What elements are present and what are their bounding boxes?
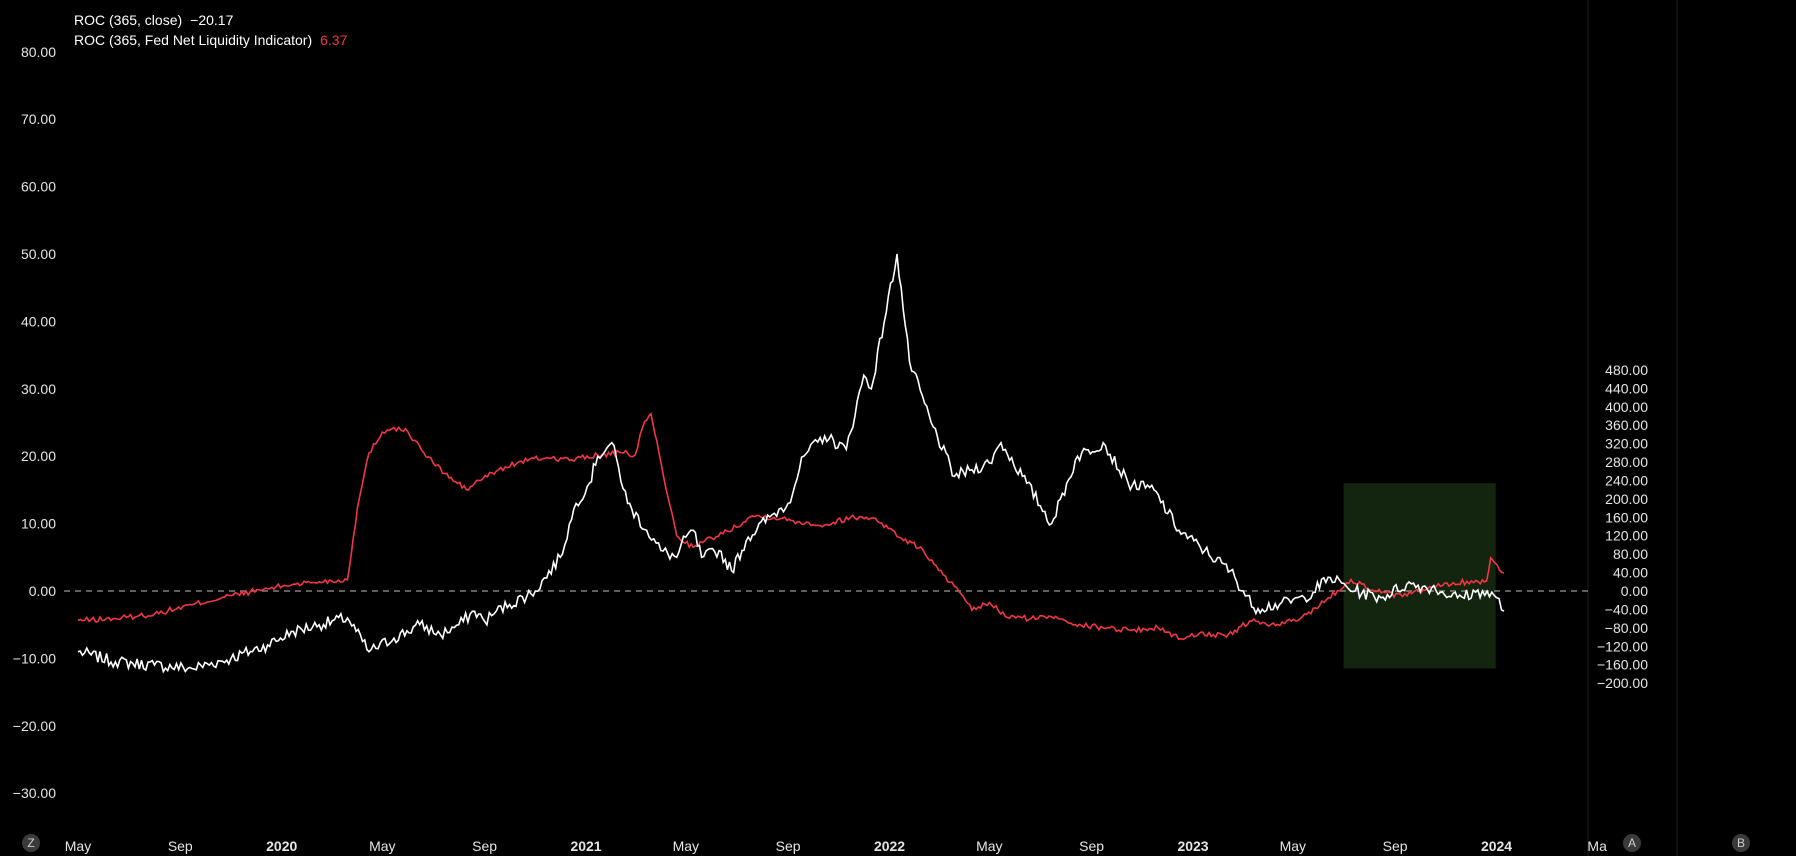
time-tick-label: 2022 <box>874 838 905 854</box>
left-tick-label: 10.00 <box>21 516 56 532</box>
time-tick-label: Sep <box>1383 838 1408 854</box>
time-tick-label: Sep <box>1079 838 1104 854</box>
time-tick-label: May <box>976 838 1002 854</box>
b-button-label: B <box>1737 836 1745 850</box>
scale-mode-button[interactable]: Z <box>22 834 40 852</box>
left-tick-label: −20.00 <box>13 718 56 734</box>
left-tick-label: 50.00 <box>21 246 56 262</box>
right-tick-label: −80.00 <box>1605 620 1648 636</box>
auto-scale-button[interactable]: A <box>1623 834 1641 852</box>
right-tick-label: 160.00 <box>1605 509 1648 525</box>
time-tick-label: Sep <box>776 838 801 854</box>
left-tick-label: 20.00 <box>21 448 56 464</box>
left-tick-label: 0.00 <box>29 583 56 599</box>
right-tick-label: 80.00 <box>1613 546 1648 562</box>
legend-value-liquidity: 6.37 <box>320 32 348 48</box>
time-tick-label: May <box>65 838 91 854</box>
right-tick-label: 240.00 <box>1605 472 1648 488</box>
left-tick-label: 80.00 <box>21 44 56 60</box>
left-tick-label: 30.00 <box>21 381 56 397</box>
left-tick-label: 60.00 <box>21 179 56 195</box>
legend-label-liquidity: ROC (365, Fed Net Liquidity Indicator) <box>74 32 313 48</box>
time-tick-label: Ma <box>1587 838 1607 854</box>
time-axis[interactable]: May Sep 2020 May Sep 2021 May Sep 2022 May Sep 2023… <box>65 838 1607 854</box>
legend-label-close: ROC (365, close) <box>74 12 183 28</box>
right-tick-label: −200.00 <box>1597 675 1648 691</box>
right-tick-label: −40.00 <box>1605 601 1648 617</box>
highlight-box <box>1343 483 1496 669</box>
legend-value-close: −20.17 <box>190 12 234 28</box>
time-tick-label: 2024 <box>1481 838 1512 854</box>
time-tick-label: May <box>1280 838 1306 854</box>
right-tick-label: 280.00 <box>1605 454 1648 470</box>
right-tick-label: −120.00 <box>1597 638 1648 654</box>
left-tick-label: 40.00 <box>21 313 56 329</box>
right-tick-label: 360.00 <box>1605 417 1648 433</box>
series-line-close-roc <box>77 253 1505 674</box>
time-tick-label: 2021 <box>570 838 601 854</box>
auto-scale-label: A <box>1628 836 1636 850</box>
time-tick-label: May <box>673 838 699 854</box>
right-tick-label: 40.00 <box>1613 565 1648 581</box>
time-tick-label: 2023 <box>1177 838 1208 854</box>
series-line-fed-net-liquidity-roc <box>77 411 1505 641</box>
right-tick-label: 0.00 <box>1621 583 1648 599</box>
legend-row-liquidity[interactable]: ROC (365, Fed Net Liquidity Indicator) 6.… <box>74 30 347 50</box>
left-axis: 80.00 70.00 60.00 50.00 40.00 30.00 20.00 10.00… <box>13 44 56 801</box>
right-tick-label: 120.00 <box>1605 528 1648 544</box>
right-axis: 480.00 440.00 400.00 360.00 320.00 280.00 240.… <box>1597 362 1648 691</box>
right-tick-label: 320.00 <box>1605 436 1648 452</box>
time-tick-label: Sep <box>472 838 497 854</box>
legend-row-close[interactable]: ROC (365, close) −20.17 <box>74 10 347 30</box>
time-tick-label: 2020 <box>266 838 297 854</box>
time-tick-label: Sep <box>168 838 193 854</box>
right-tick-label: −160.00 <box>1597 657 1648 673</box>
left-tick-label: −30.00 <box>13 785 56 801</box>
left-tick-label: −10.00 <box>13 650 56 666</box>
scale-mode-label: Z <box>27 836 34 850</box>
right-tick-label: 480.00 <box>1605 362 1648 378</box>
right-tick-label: 200.00 <box>1605 491 1648 507</box>
b-button[interactable]: B <box>1732 834 1750 852</box>
legend: ROC (365, close) −20.17 ROC (365, Fed Net… <box>74 10 347 50</box>
time-tick-label: May <box>369 838 395 854</box>
right-tick-label: 400.00 <box>1605 399 1648 415</box>
right-tick-label: 440.00 <box>1605 380 1648 396</box>
left-tick-label: 70.00 <box>21 111 56 127</box>
